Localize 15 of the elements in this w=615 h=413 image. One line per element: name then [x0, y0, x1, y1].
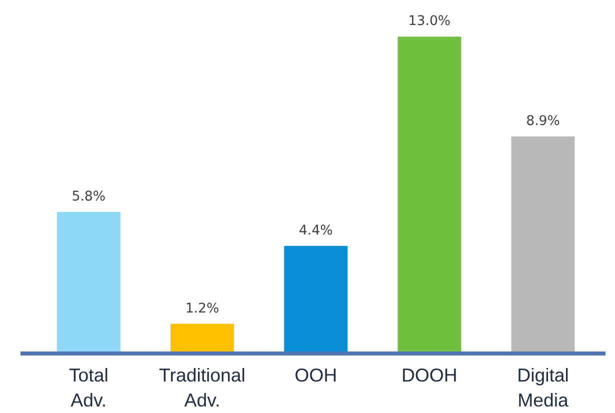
x-tick-label: OOH	[294, 364, 338, 386]
bar	[511, 136, 575, 354]
x-tick-label: Total Adv.	[68, 364, 108, 411]
bar	[398, 36, 462, 354]
x-tick-label: Traditional Adv.	[159, 364, 246, 411]
data-label: 13.0%	[408, 14, 451, 30]
data-label: 8.9%	[526, 114, 560, 130]
bar	[56, 212, 120, 354]
data-label: 4.4%	[298, 224, 333, 239]
data-label: 5.8%	[72, 189, 106, 204]
x-tick-label: Digital Media	[517, 364, 570, 411]
bar	[170, 324, 234, 354]
bar	[284, 246, 348, 354]
x-tick-label: DOOH	[401, 364, 458, 386]
data-label: 1.2%	[185, 301, 220, 316]
